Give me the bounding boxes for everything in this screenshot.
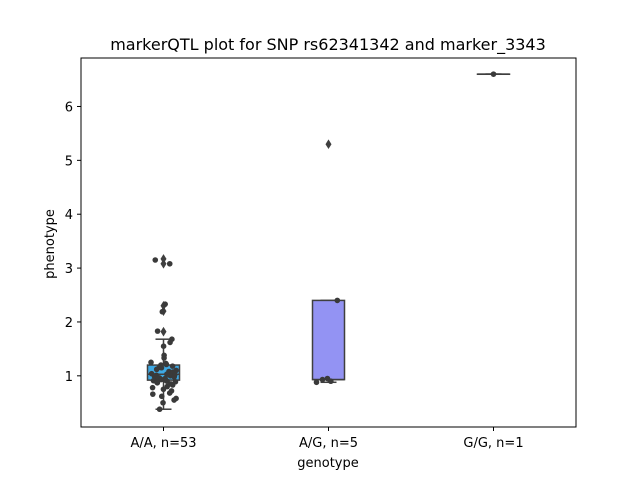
y-axis: 1 2 3 4 5 6 xyxy=(65,100,81,385)
data-point xyxy=(148,359,154,366)
outlier-marker xyxy=(160,326,167,337)
strip-points xyxy=(490,71,497,77)
x-axis-label: genotype xyxy=(297,456,358,471)
strip-points xyxy=(148,257,179,413)
data-point xyxy=(163,361,170,368)
y-tick-label: 3 xyxy=(65,262,73,277)
plot-area xyxy=(146,71,511,413)
data-point xyxy=(328,378,334,385)
data-point xyxy=(159,308,166,315)
x-tick-label: A/A, n=53 xyxy=(130,436,196,451)
outlier-marker xyxy=(325,139,332,149)
y-tick-label: 2 xyxy=(65,316,73,331)
data-point xyxy=(153,366,160,373)
data-point xyxy=(158,364,165,371)
data-point xyxy=(160,343,167,349)
data-point xyxy=(334,297,341,304)
data-point xyxy=(158,376,164,383)
data-point xyxy=(162,301,168,307)
data-point xyxy=(156,406,163,413)
strip-points xyxy=(313,297,341,386)
data-point xyxy=(490,71,497,77)
data-point xyxy=(160,399,166,406)
chart-title: markerQTL plot for SNP rs62341342 and ma… xyxy=(110,35,546,55)
data-point xyxy=(154,328,161,334)
outlier-marker xyxy=(160,254,167,264)
y-tick-label: 1 xyxy=(65,370,73,385)
data-point xyxy=(150,391,156,397)
data-point xyxy=(171,397,177,403)
data-point xyxy=(167,339,173,346)
y-tick-label: 4 xyxy=(65,208,73,223)
data-point xyxy=(160,386,167,393)
x-axis: A/A, n=53 A/G, n=5 G/G, n=1 xyxy=(130,427,524,451)
x-tick-label: A/G, n=5 xyxy=(299,436,358,451)
data-point xyxy=(154,380,161,386)
data-point xyxy=(149,384,156,391)
data-point xyxy=(166,390,173,396)
y-axis-label: phenotype xyxy=(43,209,58,279)
data-point xyxy=(171,374,178,380)
box xyxy=(311,299,346,381)
outlier-marker xyxy=(160,258,167,269)
x-tick-label: G/G, n=1 xyxy=(463,436,523,451)
data-point xyxy=(152,257,159,263)
y-tick-label: 6 xyxy=(65,100,73,115)
y-tick-label: 5 xyxy=(65,154,73,169)
data-point xyxy=(169,363,176,369)
data-point xyxy=(158,393,165,400)
data-point xyxy=(169,382,176,388)
box-group xyxy=(311,139,346,384)
data-point xyxy=(166,260,173,267)
data-point xyxy=(313,379,320,386)
data-point xyxy=(319,376,326,383)
data-point xyxy=(161,355,167,361)
